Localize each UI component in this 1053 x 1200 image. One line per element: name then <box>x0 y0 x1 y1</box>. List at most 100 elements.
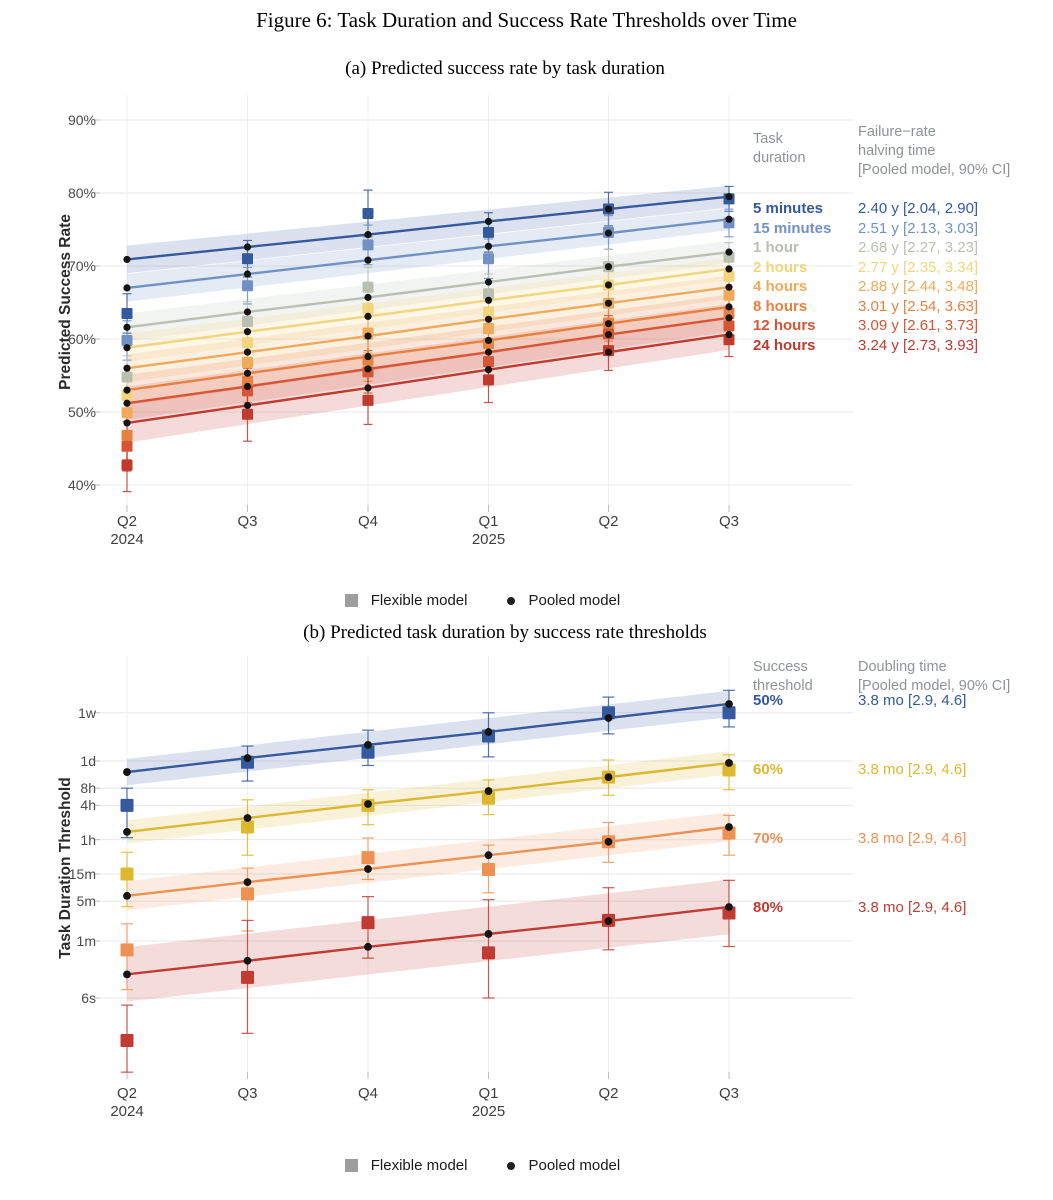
pooled-model-point <box>364 365 372 373</box>
x-tick-label: Q3 <box>718 1085 740 1102</box>
pooled-model-point <box>604 205 613 213</box>
pooled-trend-line <box>126 250 730 329</box>
flexible-model-label: Flexible model <box>370 1157 468 1174</box>
value-header: Doubling time <box>858 659 947 675</box>
x-tick-year-label: 2025 <box>471 1103 506 1120</box>
x-tick-year-label: 2025 <box>471 531 506 548</box>
pooled-trend-line <box>126 316 730 405</box>
flexible-model-point <box>121 334 133 346</box>
pooled-model-point <box>484 348 493 356</box>
pooled-model-point <box>123 386 131 394</box>
pooled-model-point <box>123 255 131 264</box>
pooled-model-point <box>123 970 131 979</box>
series-ci-value: 2.40 y [2.04, 2.90] <box>858 200 979 217</box>
flexible-model-point <box>361 745 375 759</box>
pooled-model-label: Pooled model <box>528 1157 621 1174</box>
pooled-model-point <box>725 331 733 339</box>
pooled-model-point <box>243 814 252 822</box>
series-ci-value: 3.24 y [2.73, 3.93] <box>858 336 979 354</box>
flexible-model-point <box>723 270 735 282</box>
flexible-model-point <box>362 207 374 219</box>
pooled-model-point <box>123 323 131 331</box>
flexible-model-point <box>362 394 374 406</box>
flexible-model-point <box>361 851 375 865</box>
flexible-model-point <box>121 307 133 319</box>
pooled-model-point <box>243 956 252 965</box>
flexible-model-point <box>362 302 374 314</box>
pooled-model-point <box>725 303 733 311</box>
y-tick-label: 6s <box>81 990 96 1006</box>
value-header: [Pooled model, 90% CI] <box>858 162 1011 178</box>
x-tick-label: Q2 <box>598 1085 619 1102</box>
confidence-band <box>127 319 729 443</box>
flexible-model-point <box>483 374 494 386</box>
x-tick-label: Q2 <box>116 513 138 530</box>
flexible-model-point <box>242 356 253 368</box>
pooled-model-point <box>484 336 493 345</box>
flexible-model-point <box>483 323 494 335</box>
pooled-model-point <box>725 759 733 767</box>
pooled-model-point <box>604 773 613 782</box>
pooled-model-point <box>484 851 493 860</box>
legend-header: duration <box>753 150 806 166</box>
pooled-model-point <box>725 903 733 911</box>
pooled-model-point <box>484 315 493 323</box>
y-tick-label: 15m <box>68 865 96 882</box>
pooled-model-point <box>364 800 372 808</box>
pooled-model-point <box>243 382 252 391</box>
y-tick-label: 40% <box>67 477 96 493</box>
pooled-model-point <box>123 284 131 292</box>
pooled-trend-line <box>126 825 730 898</box>
pooled-model-point <box>604 348 613 356</box>
flexible-model-point <box>722 706 736 720</box>
x-tick-label: Q4 <box>357 513 379 530</box>
series-ci-value: 3.8 mo [2.9, 4.6] <box>858 692 967 709</box>
pooled-model-point <box>604 837 613 846</box>
x-tick-label: Q2 <box>116 1085 138 1102</box>
pooled-trend-line <box>126 905 730 976</box>
pooled-model-point <box>364 256 372 264</box>
pooled-model-point <box>364 942 372 951</box>
flexible-model-marker-icon <box>344 594 358 607</box>
pooled-trend-line <box>126 305 730 392</box>
y-tick-label: 80% <box>67 185 96 201</box>
pooled-model-point <box>123 891 131 900</box>
x-tick-year-label: 2024 <box>110 531 144 548</box>
pooled-model-point <box>604 281 613 289</box>
pooled-model-point <box>123 828 131 836</box>
y-tick-label: 4h <box>80 797 96 814</box>
y-tick-label: 1w <box>78 704 96 721</box>
flexible-model-point <box>483 226 494 238</box>
pooled-model-point <box>725 215 733 223</box>
flexible-model-point <box>722 906 736 920</box>
flexible-model-point <box>482 946 495 960</box>
confidence-band <box>127 208 729 302</box>
flexible-model-label: Flexible model <box>370 592 468 609</box>
flexible-model-point <box>483 288 494 300</box>
pooled-model-point <box>243 878 252 886</box>
pooled-model-point <box>123 419 131 427</box>
series-label: 60% <box>753 761 784 778</box>
flexible-model-marker-icon <box>344 1159 358 1172</box>
series-label: 2 hours <box>753 258 808 276</box>
x-tick-label: Q3 <box>237 513 258 530</box>
series-ci-value: 3.01 y [2.54, 3.63] <box>858 297 979 315</box>
flexible-model-point <box>242 337 253 349</box>
x-tick-label: Q1 <box>478 513 499 530</box>
y-tick-label: 60% <box>67 331 96 347</box>
value-header: [Pooled model, 90% CI] <box>858 678 1011 694</box>
y-tick-label: 50% <box>67 404 96 420</box>
pooled-model-point <box>243 308 252 316</box>
pooled-model-point <box>725 193 733 201</box>
flexible-model-point <box>362 281 374 293</box>
series-label: 1 hour <box>753 239 799 256</box>
flexible-model-point <box>483 306 494 318</box>
legend-header: threshold <box>753 678 813 694</box>
flexible-model-point <box>242 280 253 292</box>
y-tick-label: 1m <box>76 933 96 949</box>
flexible-model-point <box>723 251 735 263</box>
x-tick-label: Q4 <box>357 1085 379 1102</box>
pooled-model-point <box>364 231 372 239</box>
